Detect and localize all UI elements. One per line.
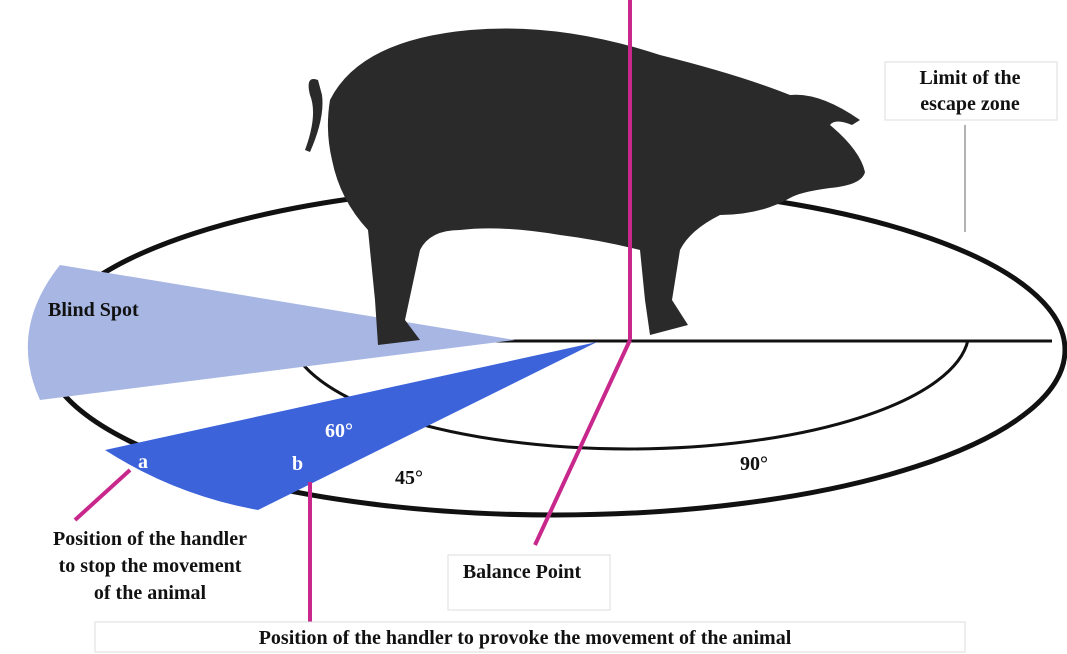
label: b xyxy=(292,453,303,475)
label: 60° xyxy=(325,420,353,442)
label: a xyxy=(138,451,148,473)
label: 90° xyxy=(740,453,768,475)
label: Limit of the xyxy=(919,67,1020,89)
label: of the animal xyxy=(94,582,207,604)
label: Blind Spot xyxy=(48,299,139,321)
diagram: Limit of the escape zone Blind Spot 60° … xyxy=(0,0,1067,654)
label: to stop the movement xyxy=(59,555,242,577)
label: Balance Point xyxy=(463,561,582,583)
label: Position of the handler xyxy=(53,528,247,550)
label: 45° xyxy=(395,467,423,489)
label: escape zone xyxy=(920,93,1020,115)
label: Position of the handler to provoke the m… xyxy=(259,627,792,649)
pig xyxy=(305,28,865,345)
